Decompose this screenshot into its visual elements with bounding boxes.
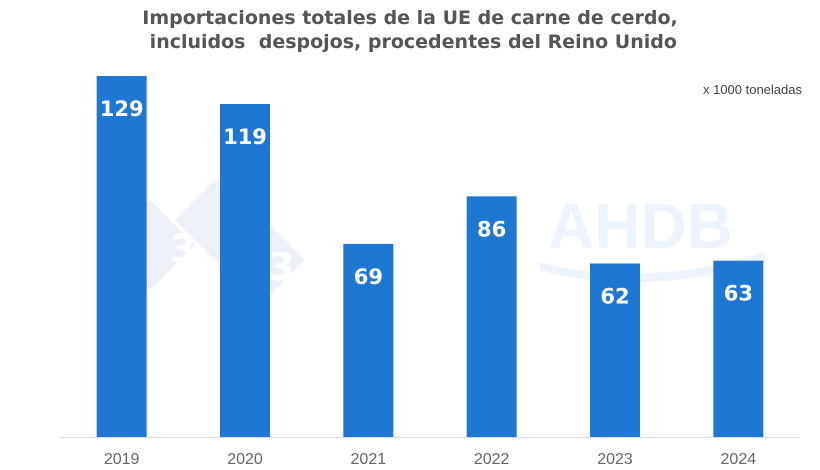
x-tick-label-2024: 2024 xyxy=(721,451,757,468)
bar-value-label-2019: 129 xyxy=(100,97,144,121)
x-tick-label-2021: 2021 xyxy=(351,451,387,468)
x-tick-label-2022: 2022 xyxy=(474,451,510,468)
chart-title: Importaciones totales de la UE de carne … xyxy=(0,6,820,54)
x-tick-label-2020: 2020 xyxy=(227,451,263,468)
bars-group xyxy=(96,76,764,437)
bar-value-label-2021: 69 xyxy=(354,265,383,289)
bar-2024 xyxy=(713,260,764,437)
bar-value-label-2024: 63 xyxy=(724,282,753,306)
bar-2019 xyxy=(96,76,147,437)
bar-value-label-2020: 119 xyxy=(223,125,267,149)
bar-value-label-2022: 86 xyxy=(477,217,506,241)
x-tick-label-2019: 2019 xyxy=(104,451,140,468)
bar-2020 xyxy=(220,103,270,437)
bar-value-label-2023: 62 xyxy=(600,284,629,308)
bar-2022 xyxy=(466,196,517,437)
chart-title-line-1: Importaciones totales de la UE de carne … xyxy=(142,7,678,29)
bar-2021 xyxy=(343,243,394,437)
chart-title-line-2: incluidos despojos, procedentes del Rein… xyxy=(143,31,677,53)
bar-labels-group: 129 119 69 86 62 63 xyxy=(100,97,753,308)
x-tick-label-2023: 2023 xyxy=(597,451,633,468)
unit-label: x 1000 toneladas xyxy=(702,82,802,97)
x-tick-labels-group: 2019 2020 2021 2022 2023 2024 xyxy=(104,451,756,468)
bar-2023 xyxy=(590,263,640,437)
